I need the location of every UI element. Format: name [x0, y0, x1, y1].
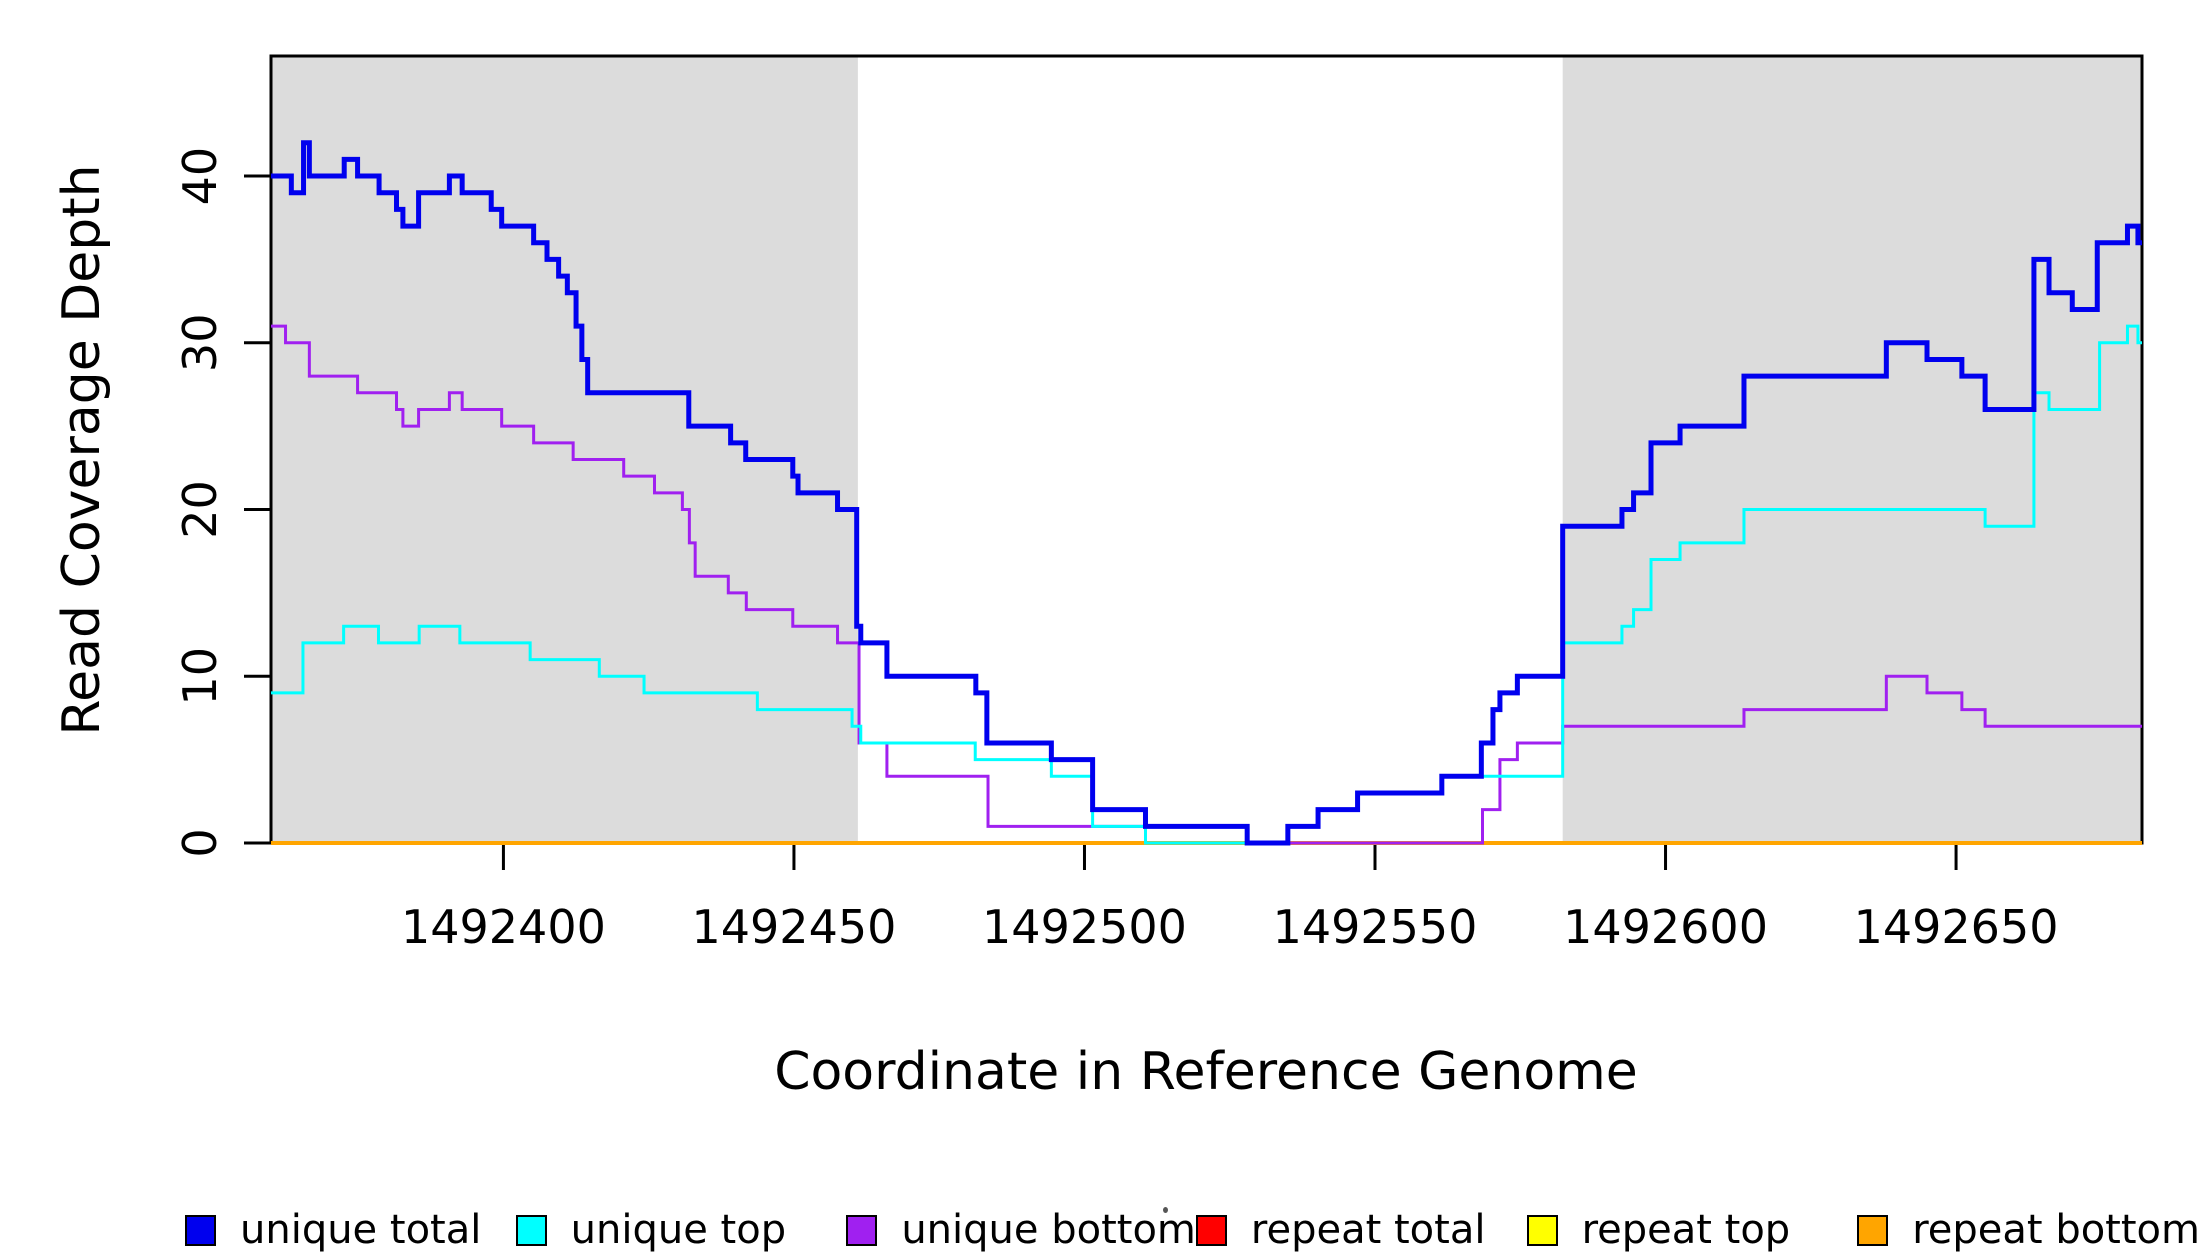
legend-item-repeat-top: repeat top: [1526, 1206, 1858, 1254]
figure-root: 1492400 1492450 1492500 1492550 1492600 14926…: [52, 54, 2200, 1250]
series-line-unique-total: [271, 140, 2142, 846]
x-tick-label-1492450: 1492450: [692, 900, 897, 954]
legend-item-repeat-total: repeat total: [1195, 1206, 1527, 1254]
legend-swatch-unique-bottom: [846, 1214, 878, 1246]
legend-label-repeat-bottom: repeat bottom: [1912, 1207, 2200, 1253]
legend-swatch-repeat-total: [1195, 1214, 1227, 1246]
y-tick-label-0: 0: [173, 828, 227, 857]
legend-item-unique-top: unique top: [515, 1206, 847, 1254]
x-axis-title: Coordinate in Reference Genome: [774, 1042, 1638, 1102]
legend-item-repeat-bottom: repeat bottom: [1857, 1206, 2200, 1254]
legend-label-unique-top: unique top: [570, 1207, 787, 1253]
legend-swatch-repeat-bottom: [1857, 1214, 1889, 1246]
legend: unique total unique top unique bottom re…: [185, 1206, 2200, 1254]
legend-label-unique-bottom: unique bottom: [901, 1207, 1196, 1253]
x-tick-label-1492550: 1492550: [1273, 900, 1478, 954]
legend-item-unique-total: unique total: [185, 1206, 516, 1254]
x-tick-label-1492600: 1492600: [1563, 900, 1768, 954]
coverage-plot: 1492400 1492450 1492500 1492550 1492600 14926…: [173, 54, 2144, 954]
legend-label-repeat-total: repeat total: [1250, 1207, 1486, 1253]
legend-swatch-unique-top: [515, 1214, 547, 1246]
shaded-region-1: [271, 56, 858, 843]
legend-swatch-unique-total: [185, 1214, 216, 1246]
y-tick-label-30: 30: [173, 314, 227, 373]
y-tick-label-40: 40: [173, 147, 227, 206]
legend-item-unique-bottom: unique bottom: [846, 1206, 1196, 1254]
y-tick-label-20: 20: [173, 480, 227, 539]
stray-dot-artifact: [1163, 1207, 1168, 1213]
y-axis-title: Read Coverage Depth: [52, 164, 112, 736]
shaded-region-2: [1562, 56, 2142, 843]
legend-label-unique-total: unique total: [240, 1207, 482, 1253]
x-tick-label-1492650: 1492650: [1854, 900, 2059, 954]
legend-swatch-repeat-top: [1526, 1214, 1558, 1246]
x-tick-label-1492400: 1492400: [401, 900, 606, 954]
legend-label-repeat-top: repeat top: [1581, 1207, 1791, 1253]
y-tick-label-10: 10: [173, 647, 227, 706]
x-tick-label-1492500: 1492500: [982, 900, 1187, 954]
